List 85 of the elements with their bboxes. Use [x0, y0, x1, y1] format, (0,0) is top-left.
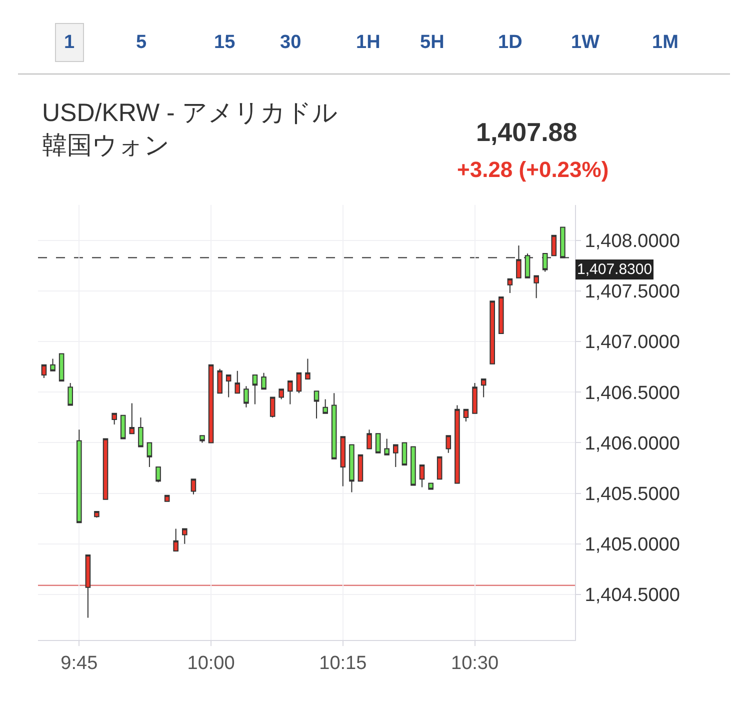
- candlestick: [288, 380, 293, 405]
- text: 30: [280, 32, 302, 53]
- candlestick: [314, 390, 320, 419]
- candlestick: [410, 446, 416, 486]
- y-tick-label: 1,405.5000: [584, 484, 680, 505]
- candlestick: [305, 358, 310, 380]
- candlestick: [68, 382, 73, 406]
- candlestick: [534, 275, 539, 299]
- candlestick: [472, 382, 478, 414]
- candlestick: [226, 374, 232, 398]
- y-tick-label: 1,407.5000: [584, 282, 680, 303]
- candlestick: [463, 408, 469, 422]
- candlestick: [156, 466, 161, 483]
- candlestick: [129, 402, 135, 434]
- candlestick: [384, 438, 390, 456]
- candlestick: [252, 374, 258, 405]
- candlestick: [507, 278, 513, 294]
- x-tick-label: 9:45: [60, 652, 98, 674]
- candlestick: [490, 300, 495, 364]
- candlestick: [120, 414, 126, 440]
- y-tick-label: 1,408.0000: [584, 231, 680, 252]
- candlestick: [551, 234, 557, 256]
- text: 1: [64, 32, 75, 53]
- x-tick-label: 10:00: [187, 652, 235, 674]
- candlestick: [173, 528, 178, 552]
- text: 1D: [498, 32, 522, 53]
- text: 5: [136, 32, 147, 53]
- candlestick: [182, 528, 188, 544]
- candlestick: [296, 372, 302, 394]
- candlestick: [200, 435, 205, 444]
- text: 1H: [356, 32, 380, 53]
- y-tick-label: 1,407.0000: [584, 332, 680, 354]
- x-tick-label: 10:15: [319, 652, 367, 674]
- candlestick: [516, 244, 522, 278]
- ref-line-label: 1,407.8300: [577, 261, 652, 278]
- candlestick: [278, 388, 284, 400]
- text: +3.28 (+0.23%): [457, 157, 609, 182]
- text: 5H: [420, 32, 444, 53]
- text: 1M: [652, 32, 678, 53]
- candlestick: [234, 370, 240, 394]
- candlestick: [164, 494, 170, 502]
- candlestick: [76, 429, 82, 524]
- candlestick: [358, 454, 364, 482]
- candlestick: [208, 364, 214, 444]
- candlestick: [542, 253, 548, 272]
- candlestick: [322, 398, 328, 414]
- candlestick: [419, 464, 425, 488]
- candlestick: [261, 372, 266, 390]
- y-tick-label: 1,406.0000: [584, 433, 680, 454]
- text: 1W: [571, 32, 600, 53]
- chart-title: USD/KRW - アメリカドル韓国ウォン: [42, 99, 338, 160]
- x-tick-label: 10:30: [450, 652, 499, 674]
- candlestick: [560, 226, 566, 258]
- candlestick: [217, 368, 222, 394]
- candlestick: [366, 429, 372, 450]
- candlestick: [331, 392, 337, 460]
- candlestick: [393, 444, 398, 468]
- candlestick: [436, 456, 442, 480]
- candlestick: [349, 444, 354, 493]
- candlestick: [94, 511, 100, 518]
- text: 1,407.88: [476, 117, 578, 147]
- y-tick-label: 1,406.5000: [584, 382, 680, 404]
- candlestick: [402, 442, 408, 466]
- candlestick: [498, 296, 504, 334]
- candlestick: [244, 386, 249, 408]
- candlestick: [102, 438, 108, 500]
- candlestick: [41, 364, 47, 378]
- candlestick: [524, 253, 530, 278]
- candlestick: [50, 358, 56, 372]
- candlestick: [112, 412, 117, 426]
- y-tick-label: 1,405.0000: [584, 534, 680, 556]
- candlestick: [428, 482, 434, 490]
- candlestick: [340, 436, 346, 487]
- candlestick: [146, 442, 152, 468]
- candlestick: [375, 433, 381, 454]
- text: 15: [214, 32, 236, 53]
- candlestick: [190, 478, 196, 495]
- candlestick: [480, 378, 486, 398]
- candlestick: [138, 416, 144, 448]
- candlestick: [446, 435, 452, 454]
- candlestick: [270, 396, 276, 418]
- candlestick: [58, 353, 64, 382]
- candlestick: [454, 404, 460, 484]
- candlestick: [85, 554, 91, 618]
- y-tick-label: 1,404.5000: [584, 585, 680, 606]
